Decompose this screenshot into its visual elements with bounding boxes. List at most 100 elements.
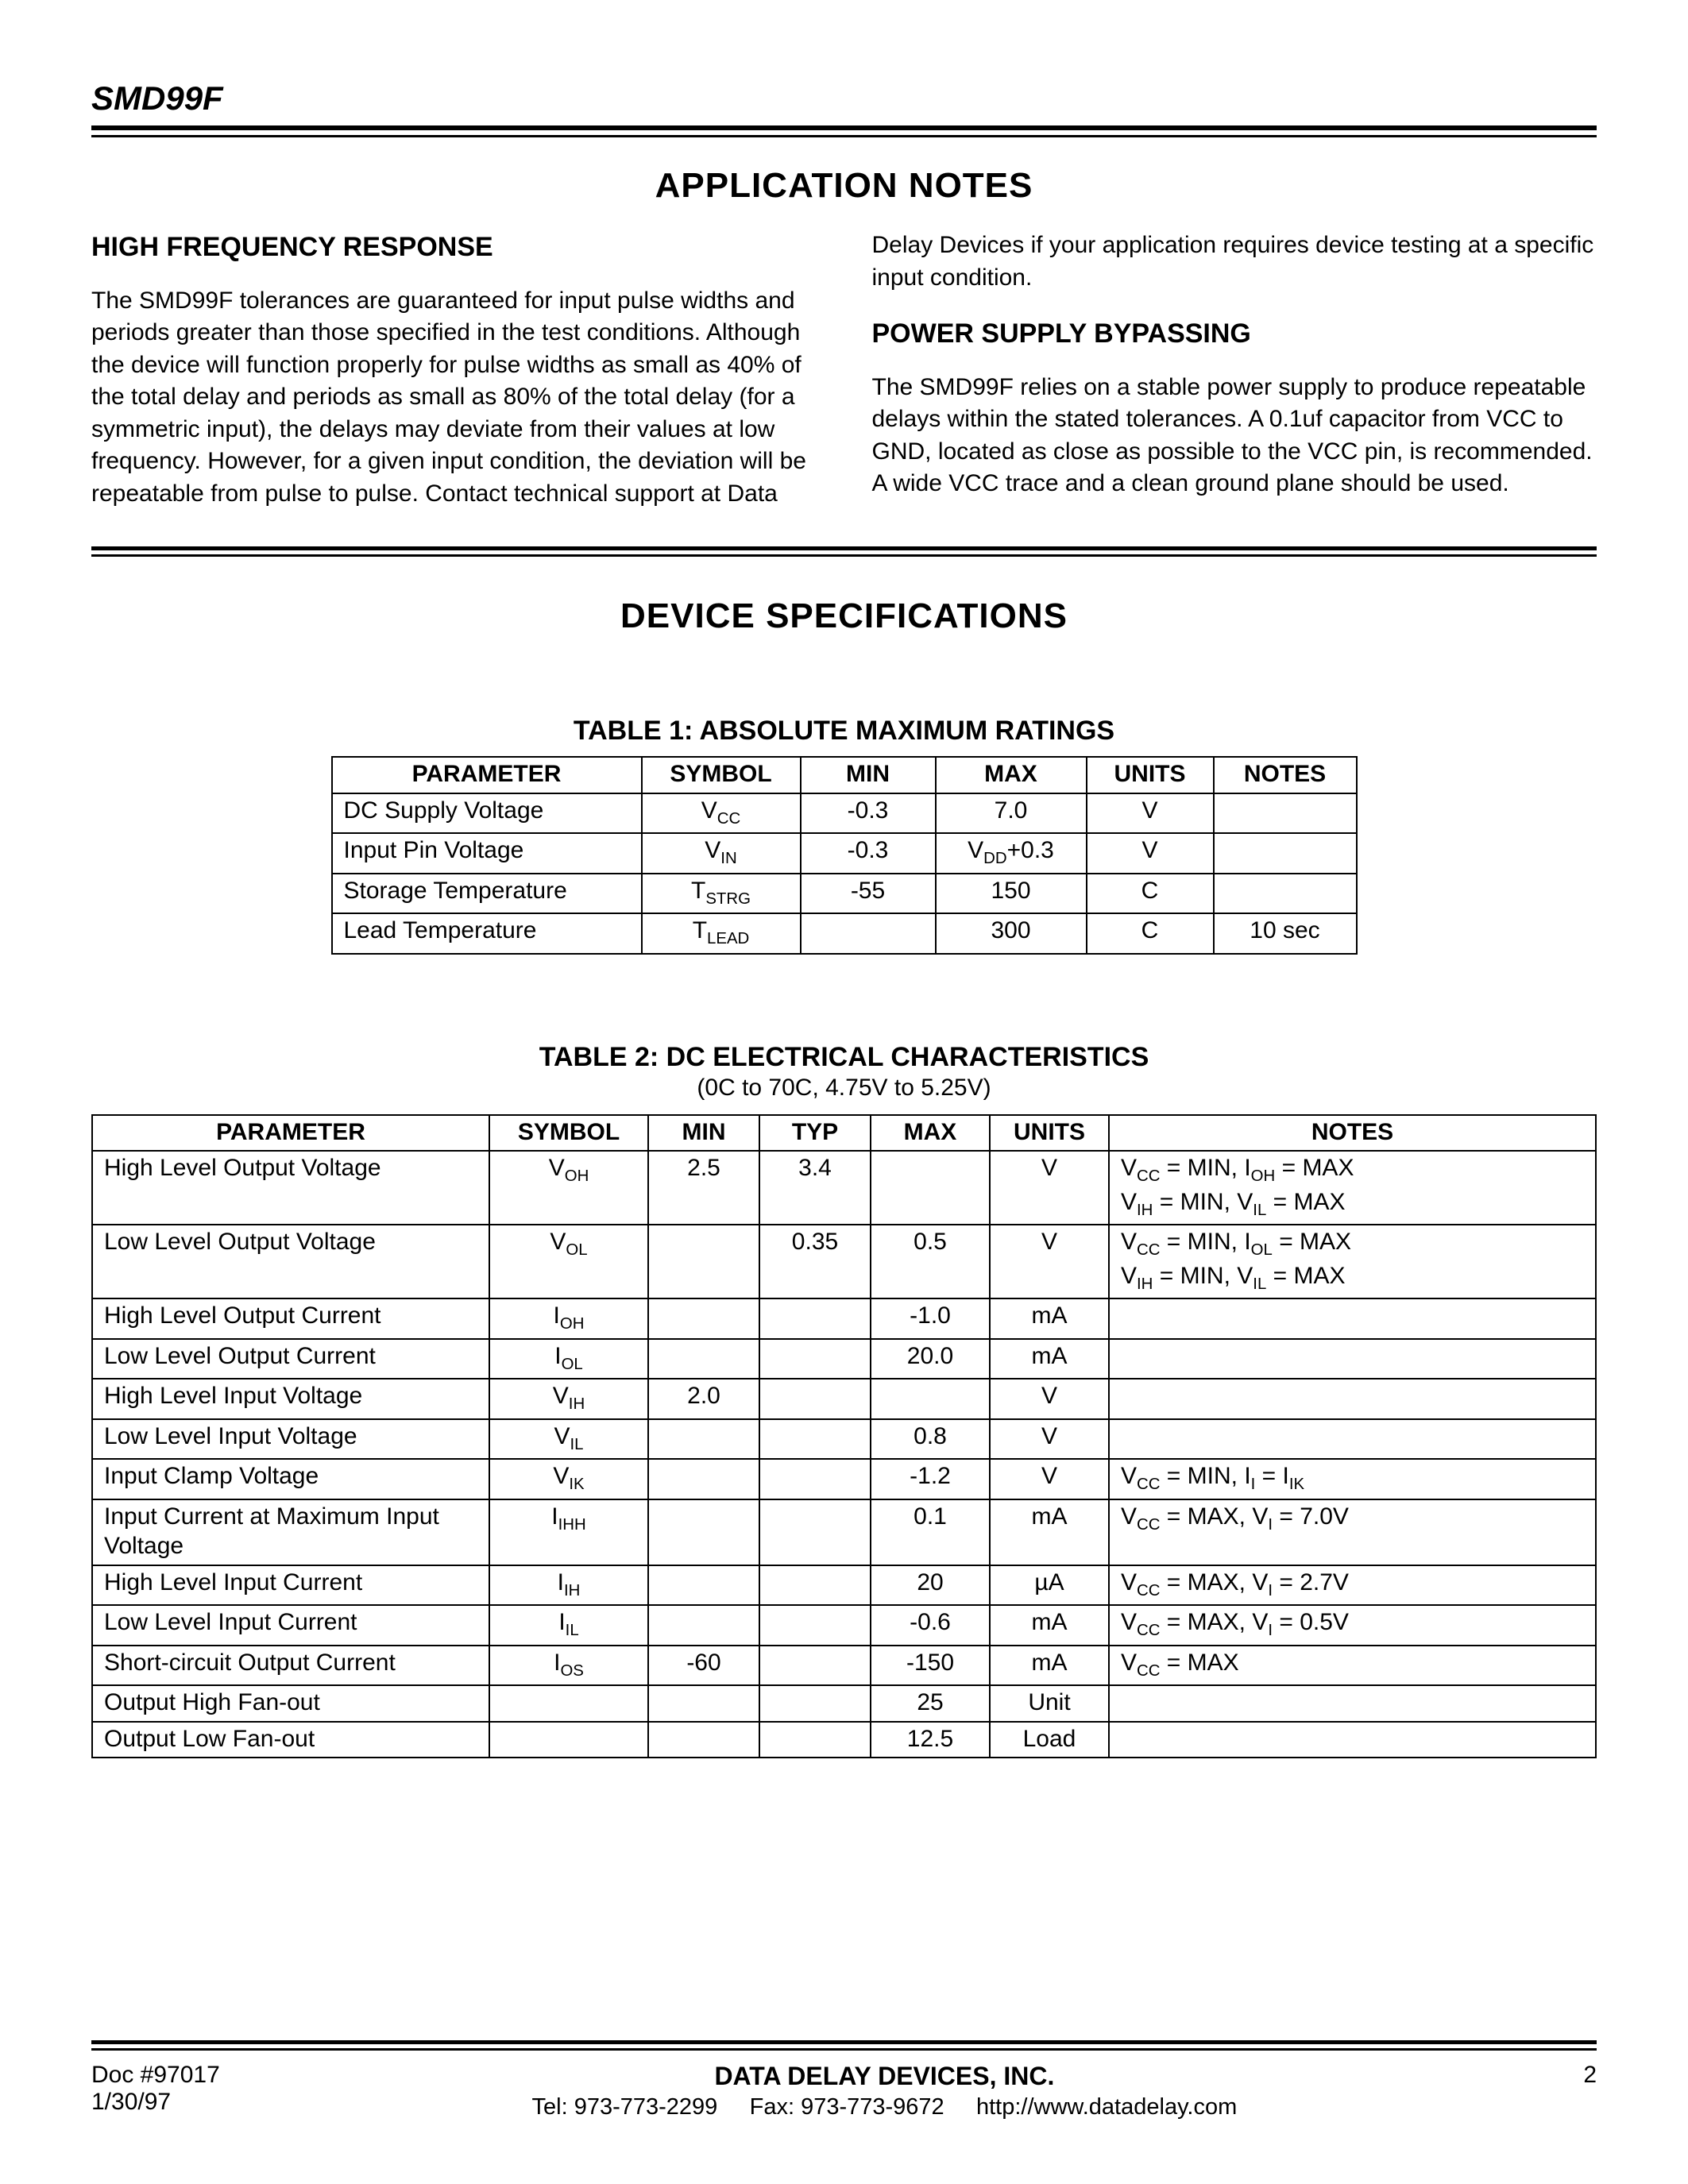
table-row: Input Current at Maximum Input VoltageII… — [92, 1499, 1596, 1565]
cell-max: 150 — [936, 874, 1087, 914]
table1-title: TABLE 1: ABSOLUTE MAXIMUM RATINGS — [91, 716, 1597, 747]
cell-typ — [759, 1298, 871, 1339]
cell-units: V — [990, 1419, 1109, 1460]
table-row: Storage TemperatureTSTRG-55150C — [332, 874, 1357, 914]
cell-max: VDD+0.3 — [936, 833, 1087, 874]
cell-parameter: DC Supply Voltage — [332, 793, 642, 834]
cell-symbol: VIL — [489, 1419, 648, 1460]
cell-notes: VCC = MAX, VI = 0.5V — [1109, 1605, 1596, 1646]
cell-notes: VCC = MIN, II = IIK — [1109, 1459, 1596, 1499]
cell-units: mA — [990, 1605, 1109, 1646]
table-col-header: UNITS — [990, 1115, 1109, 1152]
table-row: High Level Output VoltageVOH2.53.4VVCC =… — [92, 1151, 1596, 1225]
cell-parameter: Low Level Input Current — [92, 1605, 489, 1646]
table-header-row: PARAMETERSYMBOLMINMAXUNITSNOTES — [332, 757, 1357, 793]
cell-max: -150 — [871, 1646, 990, 1686]
cell-max: 300 — [936, 913, 1087, 954]
cell-notes: VCC = MAX, VI = 2.7V — [1109, 1565, 1596, 1606]
cell-symbol: IIH — [489, 1565, 648, 1606]
cell-notes: VCC = MIN, IOH = MAXVIH = MIN, VIL = MAX — [1109, 1151, 1596, 1225]
cell-typ — [759, 1419, 871, 1460]
table-col-header: NOTES — [1109, 1115, 1596, 1152]
table-row: Input Clamp VoltageVIK-1.2VVCC = MIN, II… — [92, 1459, 1596, 1499]
table-row: High Level Input VoltageVIH2.0V — [92, 1379, 1596, 1419]
cell-typ — [759, 1499, 871, 1565]
page-number: 2 — [1549, 2062, 1597, 2120]
cell-units: mA — [990, 1298, 1109, 1339]
cell-notes — [1214, 833, 1357, 874]
cell-min: 2.5 — [648, 1151, 759, 1225]
table-col-header: UNITS — [1087, 757, 1214, 793]
cell-parameter: High Level Output Current — [92, 1298, 489, 1339]
cell-min: -0.3 — [801, 833, 936, 874]
cell-units: V — [990, 1379, 1109, 1419]
footer-center: DATA DELAY DEVICES, INC. Tel: 973-773-22… — [220, 2062, 1549, 2120]
cell-symbol: VOL — [489, 1225, 648, 1298]
footer: Doc #97017 1/30/97 DATA DELAY DEVICES, I… — [91, 2040, 1597, 2120]
cell-units: Unit — [990, 1685, 1109, 1722]
table-dc-electrical-characteristics: PARAMETERSYMBOLMINTYPMAXUNITSNOTES High … — [91, 1114, 1597, 1759]
company-contact: Tel: 973-773-2299 Fax: 973-773-9672 http… — [220, 2094, 1549, 2120]
table-row: High Level Input CurrentIIH20µAVCC = MAX… — [92, 1565, 1596, 1606]
cell-min — [648, 1499, 759, 1565]
cell-symbol — [489, 1722, 648, 1758]
cell-typ — [759, 1685, 871, 1722]
cell-typ — [759, 1565, 871, 1606]
cell-typ — [759, 1646, 871, 1686]
cell-max: 0.5 — [871, 1225, 990, 1298]
cell-units: V — [1087, 833, 1214, 874]
cell-notes: VCC = MIN, IOL = MAXVIH = MIN, VIL = MAX — [1109, 1225, 1596, 1298]
cell-min: -55 — [801, 874, 936, 914]
paragraph-lead: Delay Devices if your application requir… — [872, 230, 1597, 294]
table-col-header: MIN — [801, 757, 936, 793]
cell-parameter: Low Level Output Current — [92, 1339, 489, 1379]
cell-max: 25 — [871, 1685, 990, 1722]
cell-max: 7.0 — [936, 793, 1087, 834]
cell-parameter: Short-circuit Output Current — [92, 1646, 489, 1686]
cell-parameter: High Level Input Current — [92, 1565, 489, 1606]
cell-max — [871, 1151, 990, 1225]
cell-parameter: Low Level Input Voltage — [92, 1419, 489, 1460]
cell-parameter: Input Pin Voltage — [332, 833, 642, 874]
cell-symbol: IOS — [489, 1646, 648, 1686]
table-header-row: PARAMETERSYMBOLMINTYPMAXUNITSNOTES — [92, 1115, 1596, 1152]
table-row: DC Supply VoltageVCC-0.37.0V — [332, 793, 1357, 834]
header: SMD99F — [91, 79, 1597, 137]
cell-min: -0.3 — [801, 793, 936, 834]
cell-parameter: High Level Output Voltage — [92, 1151, 489, 1225]
cell-units: V — [1087, 793, 1214, 834]
page: SMD99F APPLICATION NOTES HIGH FREQUENCY … — [0, 0, 1688, 2184]
table-col-header: NOTES — [1214, 757, 1357, 793]
heading-power-supply: POWER SUPPLY BYPASSING — [872, 316, 1597, 353]
section-application-notes-title: APPLICATION NOTES — [91, 166, 1597, 206]
table2-title: TABLE 2: DC ELECTRICAL CHARACTERISTICS — [91, 1042, 1597, 1073]
table-row: Low Level Output VoltageVOL0.350.5VVCC =… — [92, 1225, 1596, 1298]
cell-max: 20 — [871, 1565, 990, 1606]
cell-parameter: Input Clamp Voltage — [92, 1459, 489, 1499]
cell-parameter: Low Level Output Voltage — [92, 1225, 489, 1298]
cell-typ — [759, 1722, 871, 1758]
cell-symbol: VIK — [489, 1459, 648, 1499]
cell-notes — [1109, 1419, 1596, 1460]
cell-typ — [759, 1459, 871, 1499]
cell-notes — [1109, 1722, 1596, 1758]
cell-min — [648, 1722, 759, 1758]
cell-parameter: Storage Temperature — [332, 874, 642, 914]
cell-units: mA — [990, 1339, 1109, 1379]
cell-min — [648, 1605, 759, 1646]
cell-parameter: Output High Fan-out — [92, 1685, 489, 1722]
column-right: Delay Devices if your application requir… — [872, 230, 1597, 515]
cell-typ: 0.35 — [759, 1225, 871, 1298]
table-row: Output Low Fan-out12.5Load — [92, 1722, 1596, 1758]
cell-typ — [759, 1379, 871, 1419]
table-row: High Level Output CurrentIOH-1.0mA — [92, 1298, 1596, 1339]
contact-fax: Fax: 973-773-9672 — [750, 2094, 944, 2120]
cell-min — [801, 913, 936, 954]
cell-symbol: TLEAD — [642, 913, 801, 954]
cell-units: V — [990, 1459, 1109, 1499]
table-row: Short-circuit Output CurrentIOS-60-150mA… — [92, 1646, 1596, 1686]
cell-max: -0.6 — [871, 1605, 990, 1646]
cell-min — [648, 1685, 759, 1722]
cell-notes — [1109, 1685, 1596, 1722]
cell-symbol: IOL — [489, 1339, 648, 1379]
